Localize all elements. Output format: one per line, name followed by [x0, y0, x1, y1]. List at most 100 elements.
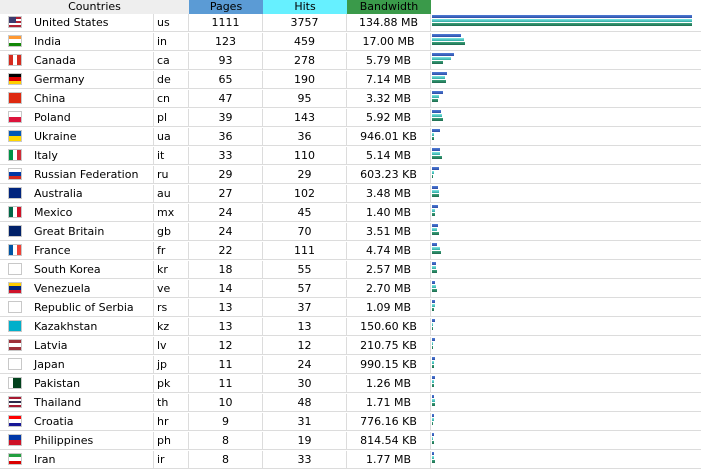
hits-bar	[432, 285, 436, 288]
pk-flag-icon	[8, 377, 22, 389]
pages-bar	[432, 281, 435, 284]
country-name: Italy	[30, 147, 154, 165]
table-row: Japan jp 11 24 990.15 KB	[0, 356, 701, 374]
usage-graph	[431, 394, 701, 412]
table-row: Kazakhstan kz 13 13 150.60 KB	[0, 318, 701, 336]
flag-cell	[0, 33, 30, 51]
pages-bar	[432, 376, 435, 379]
pages-bar	[432, 395, 434, 398]
hits-value: 111	[263, 242, 347, 260]
country-name: Republic of Serbia	[30, 299, 154, 317]
country-name: South Korea	[30, 261, 154, 279]
country-name: Japan	[30, 356, 154, 374]
bandwidth-value: 2.57 MB	[347, 261, 431, 279]
pages-value: 18	[189, 261, 263, 279]
country-code: ua	[154, 128, 189, 146]
hits-bar	[432, 19, 692, 22]
bandwidth-value: 1.71 MB	[347, 394, 431, 412]
bandwidth-bar	[432, 118, 443, 121]
usage-graph	[431, 204, 701, 222]
hits-bar	[432, 323, 433, 326]
pages-value: 39	[189, 109, 263, 127]
hits-value: 459	[263, 33, 347, 51]
usage-graph	[431, 71, 701, 89]
country-code: ru	[154, 166, 189, 184]
usage-graph	[431, 185, 701, 203]
bandwidth-bar	[432, 327, 433, 330]
hits-bar	[432, 76, 445, 79]
pages-value: 93	[189, 52, 263, 70]
pages-bar	[432, 148, 440, 151]
pages-value: 8	[189, 451, 263, 469]
pages-value: 11	[189, 356, 263, 374]
pl-flag-icon	[8, 111, 22, 123]
countries-header[interactable]: Countries	[0, 0, 189, 14]
hits-header[interactable]: Hits	[263, 0, 347, 14]
pages-bar	[432, 72, 447, 75]
hits-bar	[432, 418, 434, 421]
country-name: Pakistan	[30, 375, 154, 393]
pages-bar	[432, 338, 435, 341]
country-code: th	[154, 394, 189, 412]
table-row: Pakistan pk 11 30 1.26 MB	[0, 375, 701, 393]
bandwidth-bar	[432, 232, 439, 235]
hits-bar	[432, 342, 433, 345]
usage-graph	[431, 318, 701, 336]
bandwidth-value: 1.40 MB	[347, 204, 431, 222]
country-code: pl	[154, 109, 189, 127]
rs-flag-icon	[8, 301, 22, 313]
bandwidth-value: 5.92 MB	[347, 109, 431, 127]
table-row: India in 123 459 17.00 MB	[0, 33, 701, 51]
hits-bar	[432, 133, 434, 136]
usage-graph	[431, 451, 701, 469]
pages-bar	[432, 452, 434, 455]
flag-cell	[0, 147, 30, 165]
pages-bar	[432, 262, 436, 265]
pages-value: 22	[189, 242, 263, 260]
hits-bar	[432, 228, 437, 231]
gb-flag-icon	[8, 225, 22, 237]
usage-graph	[431, 337, 701, 355]
pages-value: 9	[189, 413, 263, 431]
usage-graph	[431, 375, 701, 393]
pages-bar	[432, 205, 438, 208]
pages-value: 24	[189, 204, 263, 222]
table-row: Russian Federation ru 29 29 603.23 KB	[0, 166, 701, 184]
flag-cell	[0, 318, 30, 336]
country-code: in	[154, 33, 189, 51]
flag-cell	[0, 204, 30, 222]
hits-value: 33	[263, 451, 347, 469]
hits-bar	[432, 247, 440, 250]
country-name: Mexico	[30, 204, 154, 222]
pages-header[interactable]: Pages	[189, 0, 263, 14]
table-row: Australia au 27 102 3.48 MB	[0, 185, 701, 203]
table-row: Ukraine ua 36 36 946.01 KB	[0, 128, 701, 146]
hits-value: 12	[263, 337, 347, 355]
hits-value: 278	[263, 52, 347, 70]
table-row: South Korea kr 18 55 2.57 MB	[0, 261, 701, 279]
table-row: Iran ir 8 33 1.77 MB	[0, 451, 701, 469]
ve-flag-icon	[8, 282, 22, 294]
hits-bar	[432, 171, 434, 174]
bandwidth-value: 1.26 MB	[347, 375, 431, 393]
hits-value: 143	[263, 109, 347, 127]
hits-value: 110	[263, 147, 347, 165]
pages-value: 29	[189, 166, 263, 184]
table-row: Canada ca 93 278 5.79 MB	[0, 52, 701, 70]
usage-graph	[431, 14, 701, 32]
flag-cell	[0, 14, 30, 32]
pages-value: 24	[189, 223, 263, 241]
hits-value: 55	[263, 261, 347, 279]
mx-flag-icon	[8, 206, 22, 218]
country-name: United States	[30, 14, 154, 32]
bandwidth-header[interactable]: Bandwidth	[347, 0, 431, 14]
table-row: United States us 1111 3757 134.88 MB	[0, 14, 701, 32]
bandwidth-value: 7.14 MB	[347, 71, 431, 89]
bandwidth-bar	[432, 156, 442, 159]
bandwidth-value: 946.01 KB	[347, 128, 431, 146]
bandwidth-value: 1.77 MB	[347, 451, 431, 469]
usage-graph	[431, 166, 701, 184]
pages-bar	[432, 243, 437, 246]
pages-bar	[432, 414, 434, 417]
table-row: Poland pl 39 143 5.92 MB	[0, 109, 701, 127]
